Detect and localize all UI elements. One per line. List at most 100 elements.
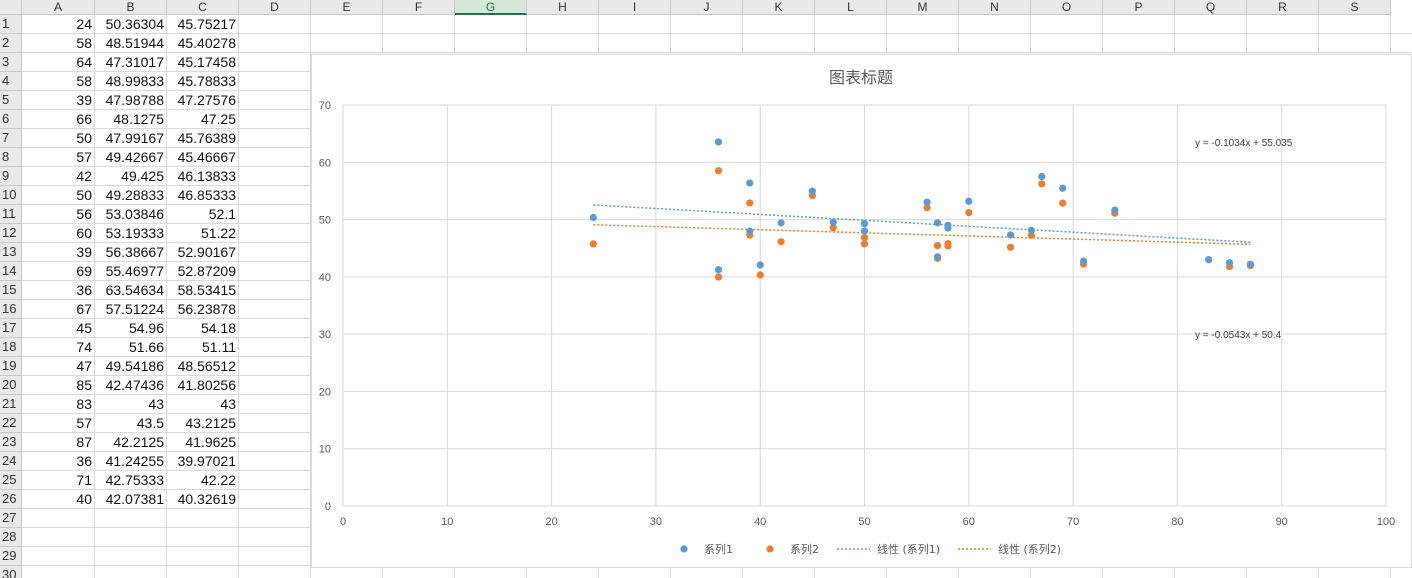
row-header-11[interactable]: 11 xyxy=(0,205,22,224)
cell-a20[interactable]: 85 xyxy=(22,376,95,395)
cell-c23[interactable]: 41.9625 xyxy=(167,433,239,452)
row-header-1[interactable]: 1 xyxy=(0,15,22,34)
column-header-i[interactable]: I xyxy=(599,0,671,15)
row-header-10[interactable]: 10 xyxy=(0,186,22,205)
cell-a11[interactable]: 56 xyxy=(22,205,95,224)
cell-b15[interactable]: 63.54634 xyxy=(95,281,167,300)
cell-a16[interactable]: 67 xyxy=(22,300,95,319)
cell-a12[interactable]: 60 xyxy=(22,224,95,243)
cell-a5[interactable]: 39 xyxy=(22,91,95,110)
cell-a8[interactable]: 57 xyxy=(22,148,95,167)
row-header-12[interactable]: 12 xyxy=(0,224,22,243)
column-header-m[interactable]: M xyxy=(887,0,959,15)
column-header-q[interactable]: Q xyxy=(1175,0,1247,15)
cell-a13[interactable]: 39 xyxy=(22,243,95,262)
cell-b23[interactable]: 42.2125 xyxy=(95,433,167,452)
cell-c13[interactable]: 52.90167 xyxy=(167,243,239,262)
cell-c7[interactable]: 45.76389 xyxy=(167,129,239,148)
column-header-p[interactable]: P xyxy=(1103,0,1175,15)
row-header-15[interactable]: 15 xyxy=(0,281,22,300)
column-header-r[interactable]: R xyxy=(1247,0,1319,15)
column-header-b[interactable]: B xyxy=(95,0,167,15)
cell-b4[interactable]: 48.99833 xyxy=(95,72,167,91)
column-header-e[interactable]: E xyxy=(311,0,383,15)
column-header-j[interactable]: J xyxy=(671,0,743,15)
cell-c3[interactable]: 45.17458 xyxy=(167,53,239,72)
cell-c22[interactable]: 43.2125 xyxy=(167,414,239,433)
cell-c17[interactable]: 54.18 xyxy=(167,319,239,338)
cell-b19[interactable]: 49.54186 xyxy=(95,357,167,376)
cell-c14[interactable]: 52.87209 xyxy=(167,262,239,281)
cell-a3[interactable]: 64 xyxy=(22,53,95,72)
cell-a18[interactable]: 74 xyxy=(22,338,95,357)
cell-b9[interactable]: 49.425 xyxy=(95,167,167,186)
column-header-f[interactable]: F xyxy=(383,0,455,15)
cell-a17[interactable]: 45 xyxy=(22,319,95,338)
cell-a14[interactable]: 69 xyxy=(22,262,95,281)
row-header-20[interactable]: 20 xyxy=(0,376,22,395)
row-header-16[interactable]: 16 xyxy=(0,300,22,319)
column-header-k[interactable]: K xyxy=(743,0,815,15)
cell-b8[interactable]: 49.42667 xyxy=(95,148,167,167)
cell-c24[interactable]: 39.97021 xyxy=(167,452,239,471)
row-header-17[interactable]: 17 xyxy=(0,319,22,338)
cell-b21[interactable]: 43 xyxy=(95,395,167,414)
column-header-a[interactable]: A xyxy=(22,0,95,15)
cell-b5[interactable]: 47.98788 xyxy=(95,91,167,110)
cell-b22[interactable]: 43.5 xyxy=(95,414,167,433)
row-header-26[interactable]: 26 xyxy=(0,490,22,509)
cell-b24[interactable]: 41.24255 xyxy=(95,452,167,471)
cell-c12[interactable]: 51.22 xyxy=(167,224,239,243)
cell-c1[interactable]: 45.75217 xyxy=(167,15,239,34)
cell-a19[interactable]: 47 xyxy=(22,357,95,376)
cell-c9[interactable]: 46.13833 xyxy=(167,167,239,186)
row-header-24[interactable]: 24 xyxy=(0,452,22,471)
cell-a22[interactable]: 57 xyxy=(22,414,95,433)
cell-a21[interactable]: 83 xyxy=(22,395,95,414)
column-header-n[interactable]: N xyxy=(959,0,1031,15)
cell-b11[interactable]: 53.03846 xyxy=(95,205,167,224)
cell-c15[interactable]: 58.53415 xyxy=(167,281,239,300)
cell-c11[interactable]: 52.1 xyxy=(167,205,239,224)
row-header-25[interactable]: 25 xyxy=(0,471,22,490)
cell-b12[interactable]: 53.19333 xyxy=(95,224,167,243)
row-header-3[interactable]: 3 xyxy=(0,53,22,72)
row-header-2[interactable]: 2 xyxy=(0,34,22,53)
cell-c4[interactable]: 45.78833 xyxy=(167,72,239,91)
row-header-5[interactable]: 5 xyxy=(0,91,22,110)
cell-a10[interactable]: 50 xyxy=(22,186,95,205)
cell-b6[interactable]: 48.1275 xyxy=(95,110,167,129)
column-header-h[interactable]: H xyxy=(527,0,599,15)
cell-a1[interactable]: 24 xyxy=(22,15,95,34)
column-header-g[interactable]: G xyxy=(455,0,527,15)
row-header-14[interactable]: 14 xyxy=(0,262,22,281)
cell-a15[interactable]: 36 xyxy=(22,281,95,300)
cell-a24[interactable]: 36 xyxy=(22,452,95,471)
row-header-6[interactable]: 6 xyxy=(0,110,22,129)
cell-c26[interactable]: 40.32619 xyxy=(167,490,239,509)
cell-b13[interactable]: 56.38667 xyxy=(95,243,167,262)
cell-b18[interactable]: 51.66 xyxy=(95,338,167,357)
cell-b16[interactable]: 57.51224 xyxy=(95,300,167,319)
cell-b3[interactable]: 47.31017 xyxy=(95,53,167,72)
cell-c6[interactable]: 47.25 xyxy=(167,110,239,129)
select-all-corner[interactable] xyxy=(0,0,22,15)
row-header-30[interactable]: 30 xyxy=(0,566,22,578)
cell-c10[interactable]: 46.85333 xyxy=(167,186,239,205)
row-header-19[interactable]: 19 xyxy=(0,357,22,376)
cell-c8[interactable]: 45.46667 xyxy=(167,148,239,167)
cell-a26[interactable]: 40 xyxy=(22,490,95,509)
row-header-9[interactable]: 9 xyxy=(0,167,22,186)
row-header-18[interactable]: 18 xyxy=(0,338,22,357)
cell-b10[interactable]: 49.28833 xyxy=(95,186,167,205)
row-header-29[interactable]: 29 xyxy=(0,547,22,566)
column-header-s[interactable]: S xyxy=(1319,0,1391,15)
cell-b20[interactable]: 42.47436 xyxy=(95,376,167,395)
cell-b25[interactable]: 42.75333 xyxy=(95,471,167,490)
cell-b7[interactable]: 47.99167 xyxy=(95,129,167,148)
cell-c25[interactable]: 42.22 xyxy=(167,471,239,490)
cell-c5[interactable]: 47.27576 xyxy=(167,91,239,110)
cell-b1[interactable]: 50.36304 xyxy=(95,15,167,34)
cell-b2[interactable]: 48.51944 xyxy=(95,34,167,53)
row-header-21[interactable]: 21 xyxy=(0,395,22,414)
